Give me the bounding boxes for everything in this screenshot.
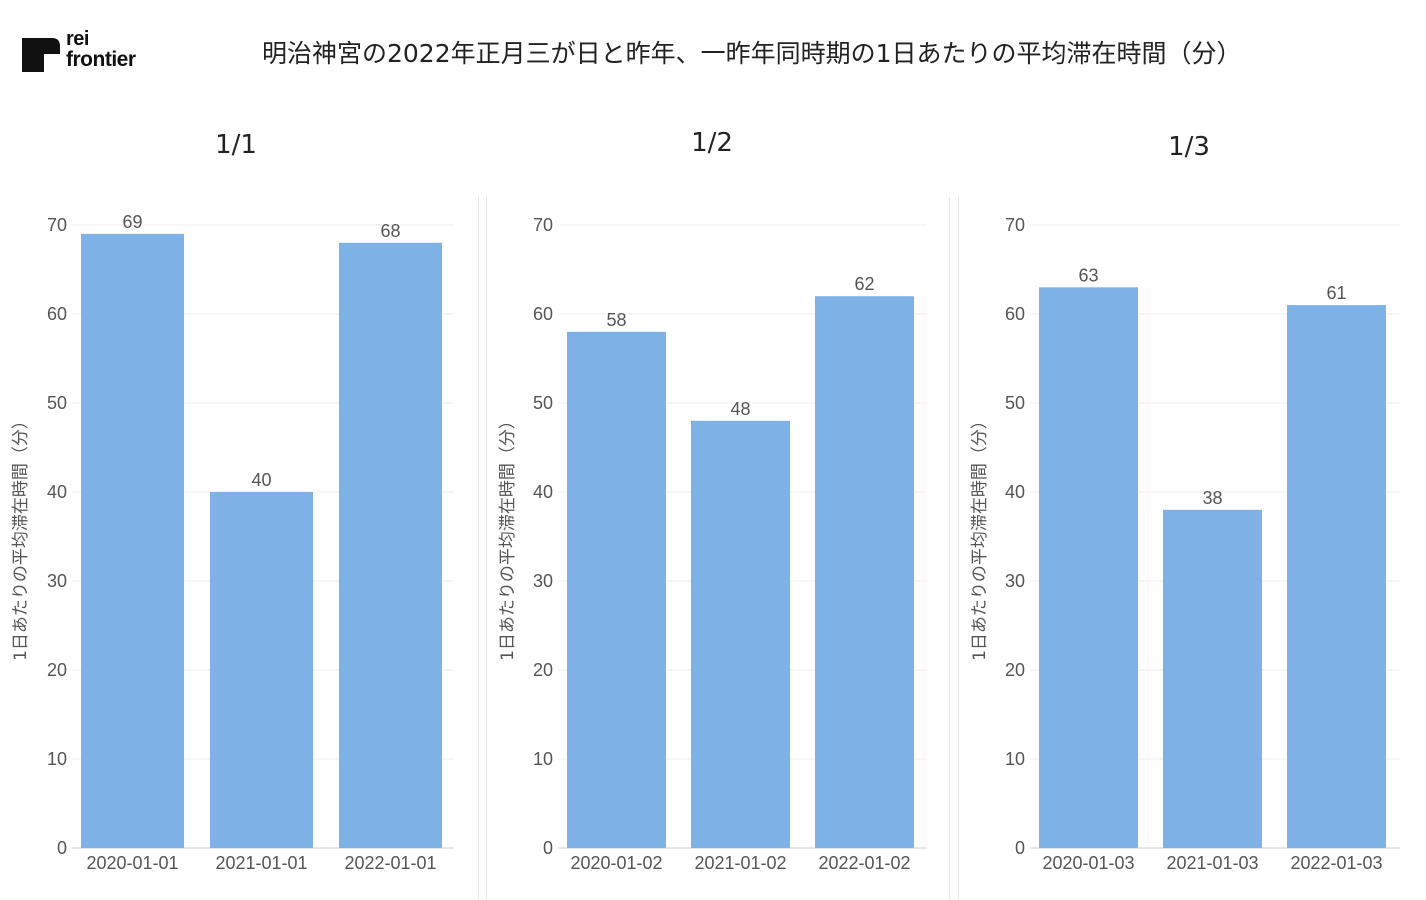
y-tick-label: 10 [47,749,67,769]
panel-divider [949,197,950,900]
y-axis-label: 1日あたりの平均滞在時間（分） [498,412,518,661]
panel-title-1: 1/1 [215,130,257,160]
bar [691,420,790,848]
y-tick-label: 0 [1015,838,1025,858]
bar [815,296,914,848]
data-label: 48 [730,399,750,419]
data-label: 62 [854,274,874,294]
x-tick-label: 2021-01-02 [694,853,786,873]
y-tick-label: 60 [47,304,67,324]
x-tick-label: 2022-01-01 [344,853,436,873]
x-tick-label: 2020-01-01 [86,853,178,873]
y-tick-label: 10 [1005,749,1025,769]
logo-text-line2: frontier [66,48,136,71]
y-tick-label: 20 [1005,660,1025,680]
y-tick-label: 40 [1005,482,1025,502]
bar [339,242,442,849]
bar [567,331,666,848]
bar [1163,509,1262,848]
y-tick-label: 40 [47,482,67,502]
panel-divider [478,197,479,900]
y-tick-label: 0 [57,838,67,858]
data-label: 58 [606,310,626,330]
x-tick-label: 2020-01-02 [570,853,662,873]
bar [1039,287,1138,848]
y-tick-label: 30 [1005,571,1025,591]
logo-text-line1: rei [66,28,89,50]
bar [81,233,184,848]
data-label: 40 [251,470,271,490]
x-tick-label: 2022-01-02 [818,853,910,873]
panel-divider [958,197,959,900]
x-tick-label: 2021-01-01 [215,853,307,873]
y-tick-label: 50 [533,393,553,413]
panel-title-2: 1/2 [691,128,733,158]
x-tick-label: 2022-01-03 [1290,853,1382,873]
y-tick-label: 70 [533,215,553,235]
bar [210,492,313,848]
bar [1287,305,1386,849]
panel-title-3: 1/3 [1168,132,1210,162]
y-tick-label: 50 [47,393,67,413]
brand-logo: rei frontier [22,28,162,76]
y-tick-label: 20 [47,660,67,680]
x-tick-label: 2021-01-03 [1166,853,1258,873]
data-label: 68 [380,221,400,241]
x-tick-label: 2020-01-03 [1042,853,1134,873]
y-tick-label: 30 [533,571,553,591]
data-label: 69 [122,212,142,232]
y-tick-label: 20 [533,660,553,680]
data-label: 61 [1326,283,1346,303]
data-label: 63 [1078,265,1098,285]
data-label: 38 [1202,488,1222,508]
y-axis-label: 1日あたりの平均滞在時間（分） [970,412,990,661]
y-tick-label: 10 [533,749,553,769]
y-tick-label: 40 [533,482,553,502]
panel-divider [486,197,487,900]
y-axis-label: 1日あたりの平均滞在時間（分） [11,412,31,661]
y-tick-label: 30 [47,571,67,591]
y-tick-label: 0 [543,838,553,858]
y-tick-label: 60 [1005,304,1025,324]
logo-mark-icon [22,38,60,72]
y-tick-label: 70 [1005,215,1025,235]
y-tick-label: 50 [1005,393,1025,413]
y-tick-label: 60 [533,304,553,324]
chart-title: 明治神宮の2022年正月三が日と昨年、一昨年同時期の1日あたりの平均滞在時間（分… [262,39,1242,68]
y-tick-label: 70 [47,215,67,235]
